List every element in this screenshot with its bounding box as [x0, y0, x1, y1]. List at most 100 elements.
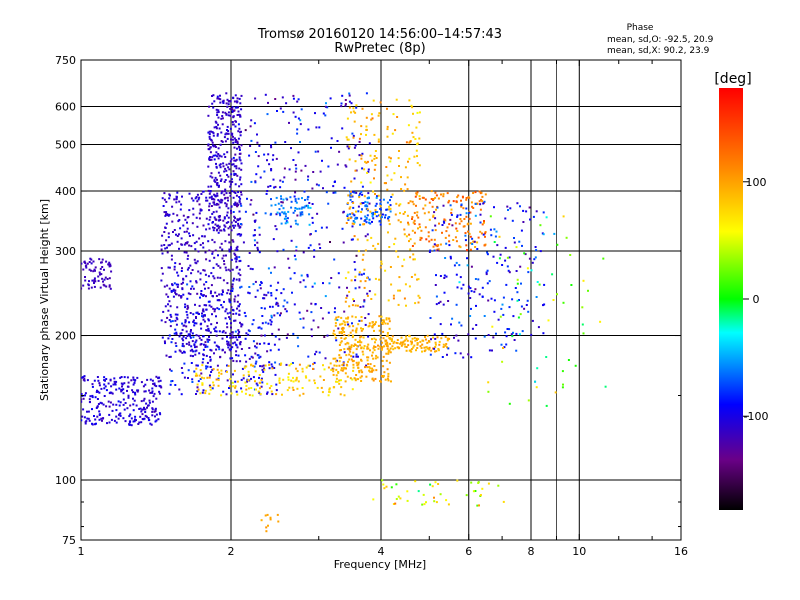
- data-point: [520, 229, 523, 232]
- data-point: [231, 285, 234, 288]
- data-point: [133, 420, 136, 423]
- data-point: [286, 301, 289, 304]
- data-point: [270, 169, 273, 172]
- data-point: [264, 212, 267, 215]
- data-point: [210, 172, 213, 175]
- colorbar-label: [deg]: [714, 71, 751, 87]
- data-point: [501, 360, 504, 363]
- data-point: [132, 383, 135, 386]
- data-point: [255, 382, 258, 385]
- data-point: [483, 244, 486, 247]
- data-point: [267, 185, 270, 188]
- data-point: [313, 249, 316, 252]
- data-point: [516, 282, 519, 285]
- data-point: [244, 354, 247, 357]
- data-point: [404, 339, 407, 342]
- data-point: [542, 332, 545, 335]
- data-point: [224, 179, 227, 181]
- data-point: [182, 281, 184, 284]
- data-point: [467, 292, 470, 295]
- data-point: [161, 336, 164, 339]
- data-point: [124, 402, 127, 404]
- data-point: [177, 283, 180, 286]
- data-point: [208, 158, 211, 161]
- data-point: [367, 170, 370, 173]
- data-point: [335, 374, 338, 377]
- data-point: [196, 225, 199, 228]
- data-point: [364, 204, 367, 207]
- data-point: [173, 332, 176, 335]
- data-point: [238, 152, 241, 155]
- data-point: [432, 214, 435, 217]
- data-point: [302, 279, 305, 282]
- data-point: [343, 321, 346, 324]
- data-point: [333, 258, 336, 261]
- data-point: [198, 217, 201, 220]
- data-point: [215, 344, 218, 347]
- data-point: [221, 123, 224, 126]
- data-point: [186, 297, 189, 300]
- data-point: [253, 122, 256, 125]
- data-point: [348, 92, 351, 95]
- data-point: [103, 395, 106, 397]
- data-point: [360, 316, 363, 318]
- data-point: [142, 399, 145, 402]
- data-point: [258, 374, 261, 376]
- data-point: [190, 345, 193, 348]
- data-point: [300, 207, 303, 210]
- data-point: [214, 194, 217, 197]
- data-point: [368, 202, 371, 205]
- data-point: [459, 246, 462, 249]
- data-point: [349, 198, 352, 201]
- data-point: [165, 354, 168, 357]
- data-point: [95, 422, 97, 425]
- data-point: [160, 244, 163, 247]
- data-point: [278, 377, 281, 380]
- data-point: [231, 290, 234, 292]
- data-point: [451, 317, 454, 320]
- data-point: [309, 233, 312, 236]
- data-point: [133, 399, 136, 402]
- data-point: [101, 277, 104, 280]
- data-point: [489, 228, 492, 231]
- data-point: [208, 202, 211, 205]
- data-point: [483, 221, 485, 224]
- data-point: [448, 337, 451, 340]
- data-point: [168, 213, 171, 216]
- data-point: [228, 387, 230, 389]
- data-point: [176, 214, 179, 217]
- data-point: [258, 326, 261, 329]
- data-point: [185, 325, 188, 328]
- data-point: [170, 369, 173, 372]
- data-point: [263, 297, 266, 300]
- data-point: [152, 395, 155, 398]
- data-point: [419, 226, 421, 229]
- data-point: [237, 110, 240, 113]
- data-point: [388, 349, 391, 352]
- data-point: [442, 193, 445, 196]
- data-point: [460, 205, 463, 208]
- data-point: [261, 368, 264, 371]
- data-point: [539, 224, 542, 227]
- data-point: [275, 157, 278, 160]
- data-point: [226, 364, 228, 367]
- data-point: [234, 295, 237, 298]
- data-point: [120, 390, 123, 393]
- data-point: [468, 211, 471, 214]
- data-point: [410, 348, 413, 350]
- data-point: [263, 367, 265, 370]
- data-point: [181, 267, 183, 270]
- data-point: [395, 498, 398, 500]
- data-point: [433, 249, 436, 252]
- data-point: [214, 249, 217, 252]
- data-point: [86, 417, 89, 420]
- data-point: [282, 110, 285, 113]
- data-point: [512, 331, 514, 334]
- data-point: [493, 228, 496, 231]
- data-point: [251, 394, 254, 397]
- data-point: [180, 237, 183, 240]
- data-point: [182, 345, 185, 348]
- data-point: [258, 233, 261, 236]
- data-point: [456, 479, 459, 482]
- data-point: [345, 363, 348, 366]
